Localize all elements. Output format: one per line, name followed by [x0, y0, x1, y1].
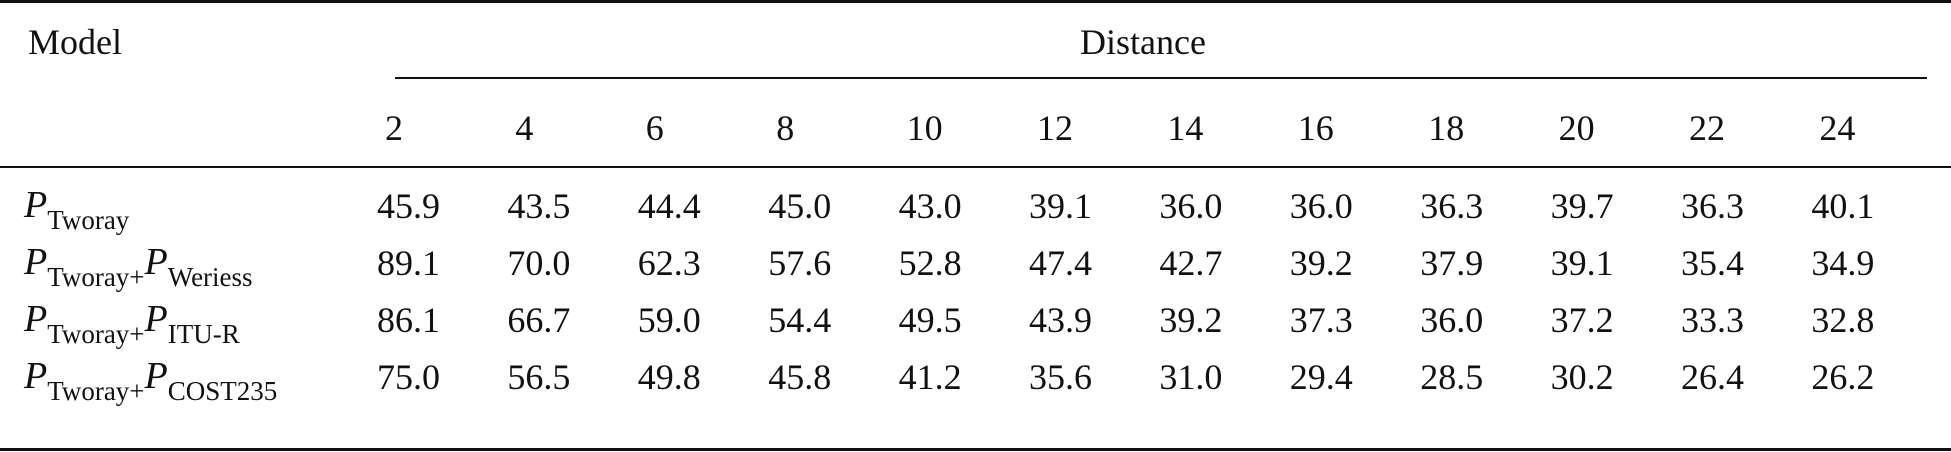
- group-rule: [395, 77, 1927, 79]
- value-cell: 45.0: [768, 186, 832, 226]
- value-cell: 39.7: [1550, 186, 1614, 226]
- column-header: 16: [1297, 108, 1334, 148]
- value-cell: 52.8: [898, 243, 962, 283]
- model-name: PTworay+PITU-R: [24, 298, 240, 348]
- column-header: 18: [1428, 108, 1465, 148]
- value-cell: 59.0: [637, 300, 701, 340]
- value-cell: 39.1: [1029, 186, 1092, 226]
- model-symbol: P: [144, 241, 168, 283]
- distance-header: Distance: [1080, 22, 1206, 62]
- value-cell: 54.4: [768, 300, 832, 340]
- value-cell: 33.3: [1681, 300, 1744, 340]
- value-cell: 39.1: [1550, 243, 1614, 283]
- value-cell: 47.4: [1029, 243, 1092, 283]
- value-cell: 29.4: [1289, 357, 1353, 397]
- value-cell: 44.4: [637, 186, 701, 226]
- column-header: 10: [906, 108, 943, 148]
- value-cell: 36.3: [1420, 186, 1484, 226]
- value-cell: 66.7: [507, 300, 571, 340]
- value-cell: 26.4: [1681, 357, 1744, 397]
- value-cell: 30.2: [1550, 357, 1614, 397]
- model-header: Model: [28, 22, 122, 62]
- top-rule: [0, 0, 1951, 3]
- value-cell: 40.1: [1811, 186, 1875, 226]
- column-header: 4: [515, 108, 534, 148]
- model-subscript: ITU-R: [167, 319, 240, 349]
- value-cell: 36.0: [1289, 186, 1353, 226]
- value-cell: 45.9: [377, 186, 440, 226]
- model-name: PTworay: [24, 184, 129, 234]
- value-cell: 36.0: [1159, 186, 1223, 226]
- value-cell: 35.4: [1681, 243, 1744, 283]
- value-cell: 31.0: [1159, 357, 1223, 397]
- value-cell: 37.9: [1420, 243, 1484, 283]
- model-symbol: P: [24, 241, 48, 283]
- value-cell: 70.0: [507, 243, 571, 283]
- model-symbol: P: [144, 298, 168, 340]
- value-cell: 26.2: [1811, 357, 1875, 397]
- bottom-rule: [0, 448, 1951, 451]
- header-rule: [0, 166, 1951, 168]
- value-cell: 49.8: [637, 357, 701, 397]
- column-header: 22: [1689, 108, 1725, 148]
- value-cell: 37.2: [1550, 300, 1614, 340]
- value-cell: 34.9: [1811, 243, 1875, 283]
- model-subscript: Tworay+: [47, 262, 145, 292]
- column-header: 24: [1819, 108, 1856, 148]
- value-cell: 45.8: [768, 357, 832, 397]
- value-cell: 39.2: [1289, 243, 1353, 283]
- column-header: 12: [1037, 108, 1073, 148]
- value-cell: 89.1: [377, 243, 440, 283]
- column-header: 2: [385, 108, 403, 148]
- model-symbol: P: [24, 298, 48, 340]
- value-cell: 36.3: [1681, 186, 1744, 226]
- model-subscript: COST235: [167, 376, 278, 406]
- value-cell: 49.5: [898, 300, 962, 340]
- value-cell: 42.7: [1159, 243, 1223, 283]
- model-symbol: P: [24, 184, 48, 226]
- value-cell: 86.1: [377, 300, 440, 340]
- model-subscript: Tworay+: [47, 376, 145, 406]
- model-symbol: P: [24, 355, 48, 397]
- model-subscript: Tworay: [47, 205, 130, 235]
- value-cell: 35.6: [1029, 357, 1092, 397]
- column-header: 14: [1167, 108, 1204, 148]
- value-cell: 41.2: [898, 357, 962, 397]
- model-subscript: Tworay+: [47, 319, 145, 349]
- model-symbol: P: [144, 355, 168, 397]
- value-cell: 32.8: [1811, 300, 1875, 340]
- column-header: 20: [1558, 108, 1595, 148]
- value-cell: 39.2: [1159, 300, 1223, 340]
- model-name: PTworay+PCOST235: [24, 355, 277, 405]
- value-cell: 36.0: [1420, 300, 1484, 340]
- model-subscript: Weriess: [167, 262, 253, 292]
- value-cell: 75.0: [377, 357, 440, 397]
- value-cell: 62.3: [637, 243, 701, 283]
- value-cell: 28.5: [1420, 357, 1484, 397]
- value-cell: 37.3: [1289, 300, 1353, 340]
- value-cell: 43.9: [1029, 300, 1092, 340]
- column-header: 8: [776, 108, 795, 148]
- value-cell: 57.6: [768, 243, 832, 283]
- value-cell: 43.5: [507, 186, 571, 226]
- value-cell: 56.5: [507, 357, 571, 397]
- column-header: 6: [645, 108, 664, 148]
- model-name: PTworay+PWeriess: [24, 241, 253, 291]
- value-cell: 43.0: [898, 186, 962, 226]
